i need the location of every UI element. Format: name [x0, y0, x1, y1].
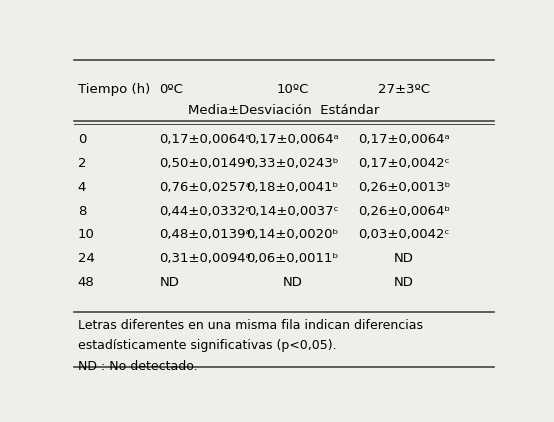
Text: 0: 0 [78, 133, 86, 146]
Text: Letras diferentes en una misma fila indican diferencias: Letras diferentes en una misma fila indi… [78, 319, 423, 332]
Text: 24: 24 [78, 252, 95, 265]
Text: 0,31±0,0094ᵃ: 0,31±0,0094ᵃ [160, 252, 251, 265]
Text: 0,17±0,0064ᵃ: 0,17±0,0064ᵃ [358, 133, 450, 146]
Text: 27±3ºC: 27±3ºC [378, 83, 430, 96]
Text: ND: ND [394, 276, 414, 289]
Text: 48: 48 [78, 276, 95, 289]
Text: 0,17±0,0042ᶜ: 0,17±0,0042ᶜ [358, 157, 450, 170]
Text: 0,06±0,0011ᵇ: 0,06±0,0011ᵇ [247, 252, 338, 265]
Text: 10ºC: 10ºC [276, 83, 309, 96]
Text: Tiempo (h): Tiempo (h) [78, 83, 150, 96]
Text: ND : No detectado.: ND : No detectado. [78, 360, 197, 373]
Text: 0,03±0,0042ᶜ: 0,03±0,0042ᶜ [358, 228, 450, 241]
Text: estadísticamente significativas (p<0,05).: estadísticamente significativas (p<0,05)… [78, 339, 336, 352]
Text: 0,26±0,0064ᵇ: 0,26±0,0064ᵇ [358, 205, 450, 218]
Text: 0,44±0,0332ᵃ: 0,44±0,0332ᵃ [160, 205, 252, 218]
Text: ND: ND [394, 252, 414, 265]
Text: 2: 2 [78, 157, 86, 170]
Text: ND: ND [160, 276, 179, 289]
Text: 0,50±0,0149ᵃ: 0,50±0,0149ᵃ [160, 157, 251, 170]
Text: 0ºC: 0ºC [160, 83, 183, 96]
Text: ND: ND [283, 276, 302, 289]
Text: 0,17±0,0064ᵃ: 0,17±0,0064ᵃ [247, 133, 338, 146]
Text: 10: 10 [78, 228, 95, 241]
Text: 0,14±0,0037ᶜ: 0,14±0,0037ᶜ [247, 205, 338, 218]
Text: 0,33±0,0243ᵇ: 0,33±0,0243ᵇ [247, 157, 338, 170]
Text: Media±Desviación  Estándar: Media±Desviación Estándar [188, 104, 379, 117]
Text: 0,76±0,0257ᵃ: 0,76±0,0257ᵃ [160, 181, 252, 194]
Text: 0,18±0,0041ᵇ: 0,18±0,0041ᵇ [247, 181, 338, 194]
Text: 0,17±0,0064ᵃ: 0,17±0,0064ᵃ [160, 133, 251, 146]
Text: 0,48±0,0139ᵃ: 0,48±0,0139ᵃ [160, 228, 251, 241]
Text: 0,26±0,0013ᵇ: 0,26±0,0013ᵇ [358, 181, 450, 194]
Text: 0,14±0,0020ᵇ: 0,14±0,0020ᵇ [247, 228, 338, 241]
Text: 4: 4 [78, 181, 86, 194]
Text: 8: 8 [78, 205, 86, 218]
